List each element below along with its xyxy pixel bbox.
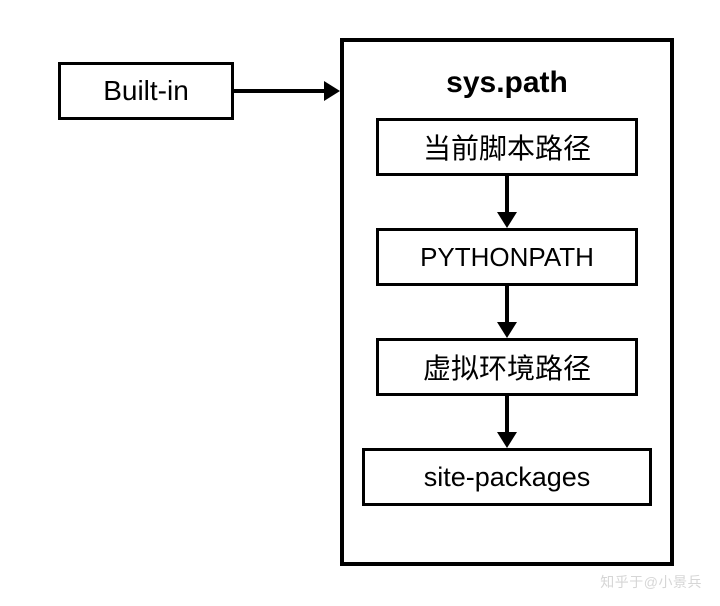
syspath-item-venv: 虚拟环境路径 xyxy=(376,338,638,396)
builtin-label: Built-in xyxy=(103,75,189,107)
arrow-down-icon xyxy=(495,396,519,448)
builtin-box: Built-in xyxy=(58,62,234,120)
syspath-title: sys.path xyxy=(344,66,670,100)
item-label: site-packages xyxy=(424,462,591,493)
syspath-item-pythonpath: PYTHONPATH xyxy=(376,228,638,286)
item-label: PYTHONPATH xyxy=(420,242,594,273)
watermark-text: 知乎于@小景兵 xyxy=(600,572,702,592)
arrow-builtin-to-syspath xyxy=(234,79,340,103)
syspath-item-current-script: 当前脚本路径 xyxy=(376,118,638,176)
arrow-down-icon xyxy=(495,176,519,228)
item-label: 当前脚本路径 xyxy=(423,127,591,167)
syspath-item-site-packages: site-packages xyxy=(362,448,652,506)
item-label: 虚拟环境路径 xyxy=(423,347,591,387)
diagram-canvas: Built-in sys.path 当前脚本路径 PYTHONPATH 虚拟环境… xyxy=(0,0,720,606)
arrow-down-icon xyxy=(495,286,519,338)
